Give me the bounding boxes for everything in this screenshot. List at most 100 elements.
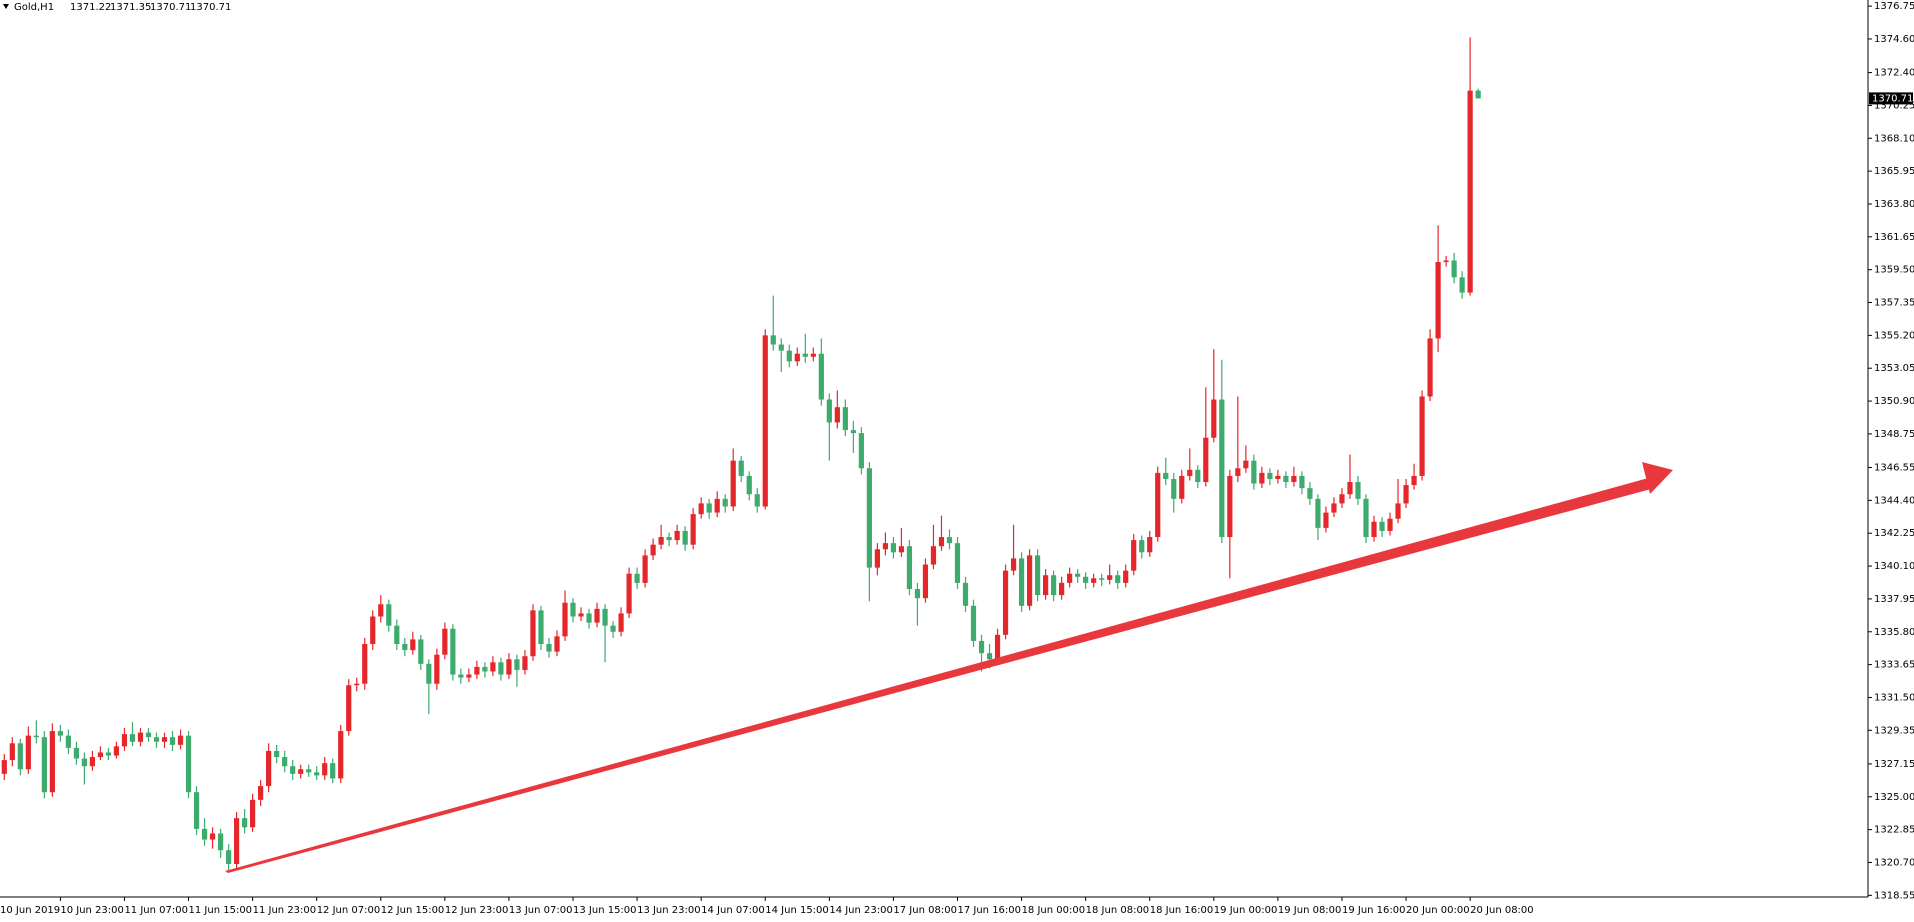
y-tick-label: 1320.70 (1874, 857, 1914, 868)
candle-body (25, 735, 31, 770)
candle-body (1107, 575, 1113, 580)
y-tick-label: 1350.90 (1874, 396, 1914, 407)
candle-body (602, 608, 608, 626)
candle-body (1355, 482, 1361, 499)
candle-body (1315, 498, 1321, 528)
candle-body (722, 498, 728, 507)
x-tick-label: 14 Jun 23:00 (829, 905, 893, 916)
candle-body (650, 544, 656, 556)
candle-body (346, 685, 352, 732)
candle-body (113, 746, 120, 756)
candle-body (498, 662, 504, 675)
candle-body (930, 546, 937, 565)
candle-body (466, 674, 472, 678)
x-tick-label: 14 Jun 07:00 (701, 905, 765, 916)
candle-body (354, 683, 360, 686)
y-tick-label: 1372.40 (1874, 68, 1914, 79)
candle-body (1411, 475, 1417, 486)
candle-body (658, 537, 664, 545)
candle-body (818, 353, 824, 400)
candle-body (290, 766, 296, 774)
y-tick-label: 1376.75 (1874, 1, 1914, 12)
x-tick-label: 12 Jun 23:00 (445, 905, 509, 916)
x-tick-label: 13 Jun 23:00 (637, 905, 701, 916)
candle-body (826, 399, 832, 423)
candle-body (1243, 460, 1249, 469)
candle-body (145, 732, 152, 738)
candle-body (786, 350, 792, 362)
x-tick-label: 10 Jun 2019 (0, 905, 60, 916)
candle-body (73, 747, 79, 759)
candle-body (298, 769, 304, 774)
candle-body (474, 666, 480, 675)
y-tick-label: 1337.95 (1874, 594, 1914, 605)
candle-body (434, 654, 440, 684)
candle-body (922, 564, 929, 599)
candle-body (1203, 437, 1209, 483)
candle-body (1259, 472, 1265, 484)
candle-body (554, 636, 560, 652)
y-tick-label: 1329.35 (1874, 725, 1914, 736)
candle-body (161, 737, 168, 742)
candle-body (810, 353, 816, 357)
y-tick-label: 1348.75 (1874, 429, 1914, 440)
candle-body (49, 731, 55, 793)
candle-body (1002, 570, 1009, 635)
candle-body (746, 475, 752, 495)
candle-body (1083, 576, 1089, 583)
candle-body (842, 407, 848, 431)
candle-body (994, 634, 1001, 660)
candle-body (17, 743, 23, 770)
candle-body (1475, 90, 1481, 99)
x-tick-label: 19 Jun 00:00 (1214, 905, 1278, 916)
y-tick-label: 1361.65 (1874, 232, 1914, 243)
candle-body (1, 760, 7, 774)
candle-body (698, 503, 704, 515)
candle-body (1179, 475, 1185, 499)
candle-body (706, 503, 712, 513)
candle-body (338, 731, 344, 779)
candle-body (882, 543, 888, 550)
candle-body (1299, 475, 1305, 489)
candle-body (1283, 475, 1289, 483)
candle-body (1219, 399, 1225, 538)
candle-body (394, 625, 400, 644)
candle-body (1443, 260, 1449, 263)
candle-body (450, 628, 456, 675)
candle-body (57, 731, 63, 736)
price-tag-label: 1370.71 (1872, 93, 1913, 104)
y-tick-label: 1363.80 (1874, 199, 1914, 210)
candle-body (121, 734, 128, 747)
candle-body (442, 628, 448, 655)
candle-body (858, 433, 864, 469)
arrow-head (1642, 462, 1673, 494)
candle-body (1347, 482, 1353, 495)
candle-body (578, 613, 584, 617)
candle-body (1267, 472, 1273, 479)
x-tick-label: 18 Jun 16:00 (1150, 905, 1214, 916)
candle-body (266, 750, 272, 787)
candle-body (954, 543, 961, 583)
candle-body (906, 546, 913, 589)
candle-body (946, 537, 953, 544)
candle-body (1026, 555, 1033, 606)
candle-body (137, 732, 144, 742)
candle-body (1275, 475, 1281, 479)
y-tick-label: 1344.40 (1874, 495, 1914, 506)
collapse-icon[interactable] (3, 4, 9, 9)
candle-body (938, 537, 945, 547)
y-tick-label: 1365.95 (1874, 166, 1914, 177)
candle-body (1419, 396, 1425, 476)
candle-body (258, 786, 264, 800)
candle-body (242, 818, 248, 828)
candle-body (322, 763, 328, 776)
candle-body (874, 549, 880, 568)
candle-body (362, 643, 368, 684)
candle-body (546, 643, 552, 652)
x-tick-label: 18 Jun 08:00 (1086, 905, 1150, 916)
candle-body (177, 735, 184, 745)
price-tag (1869, 92, 1913, 105)
candle-body (618, 613, 624, 632)
candle-body (1163, 472, 1169, 479)
